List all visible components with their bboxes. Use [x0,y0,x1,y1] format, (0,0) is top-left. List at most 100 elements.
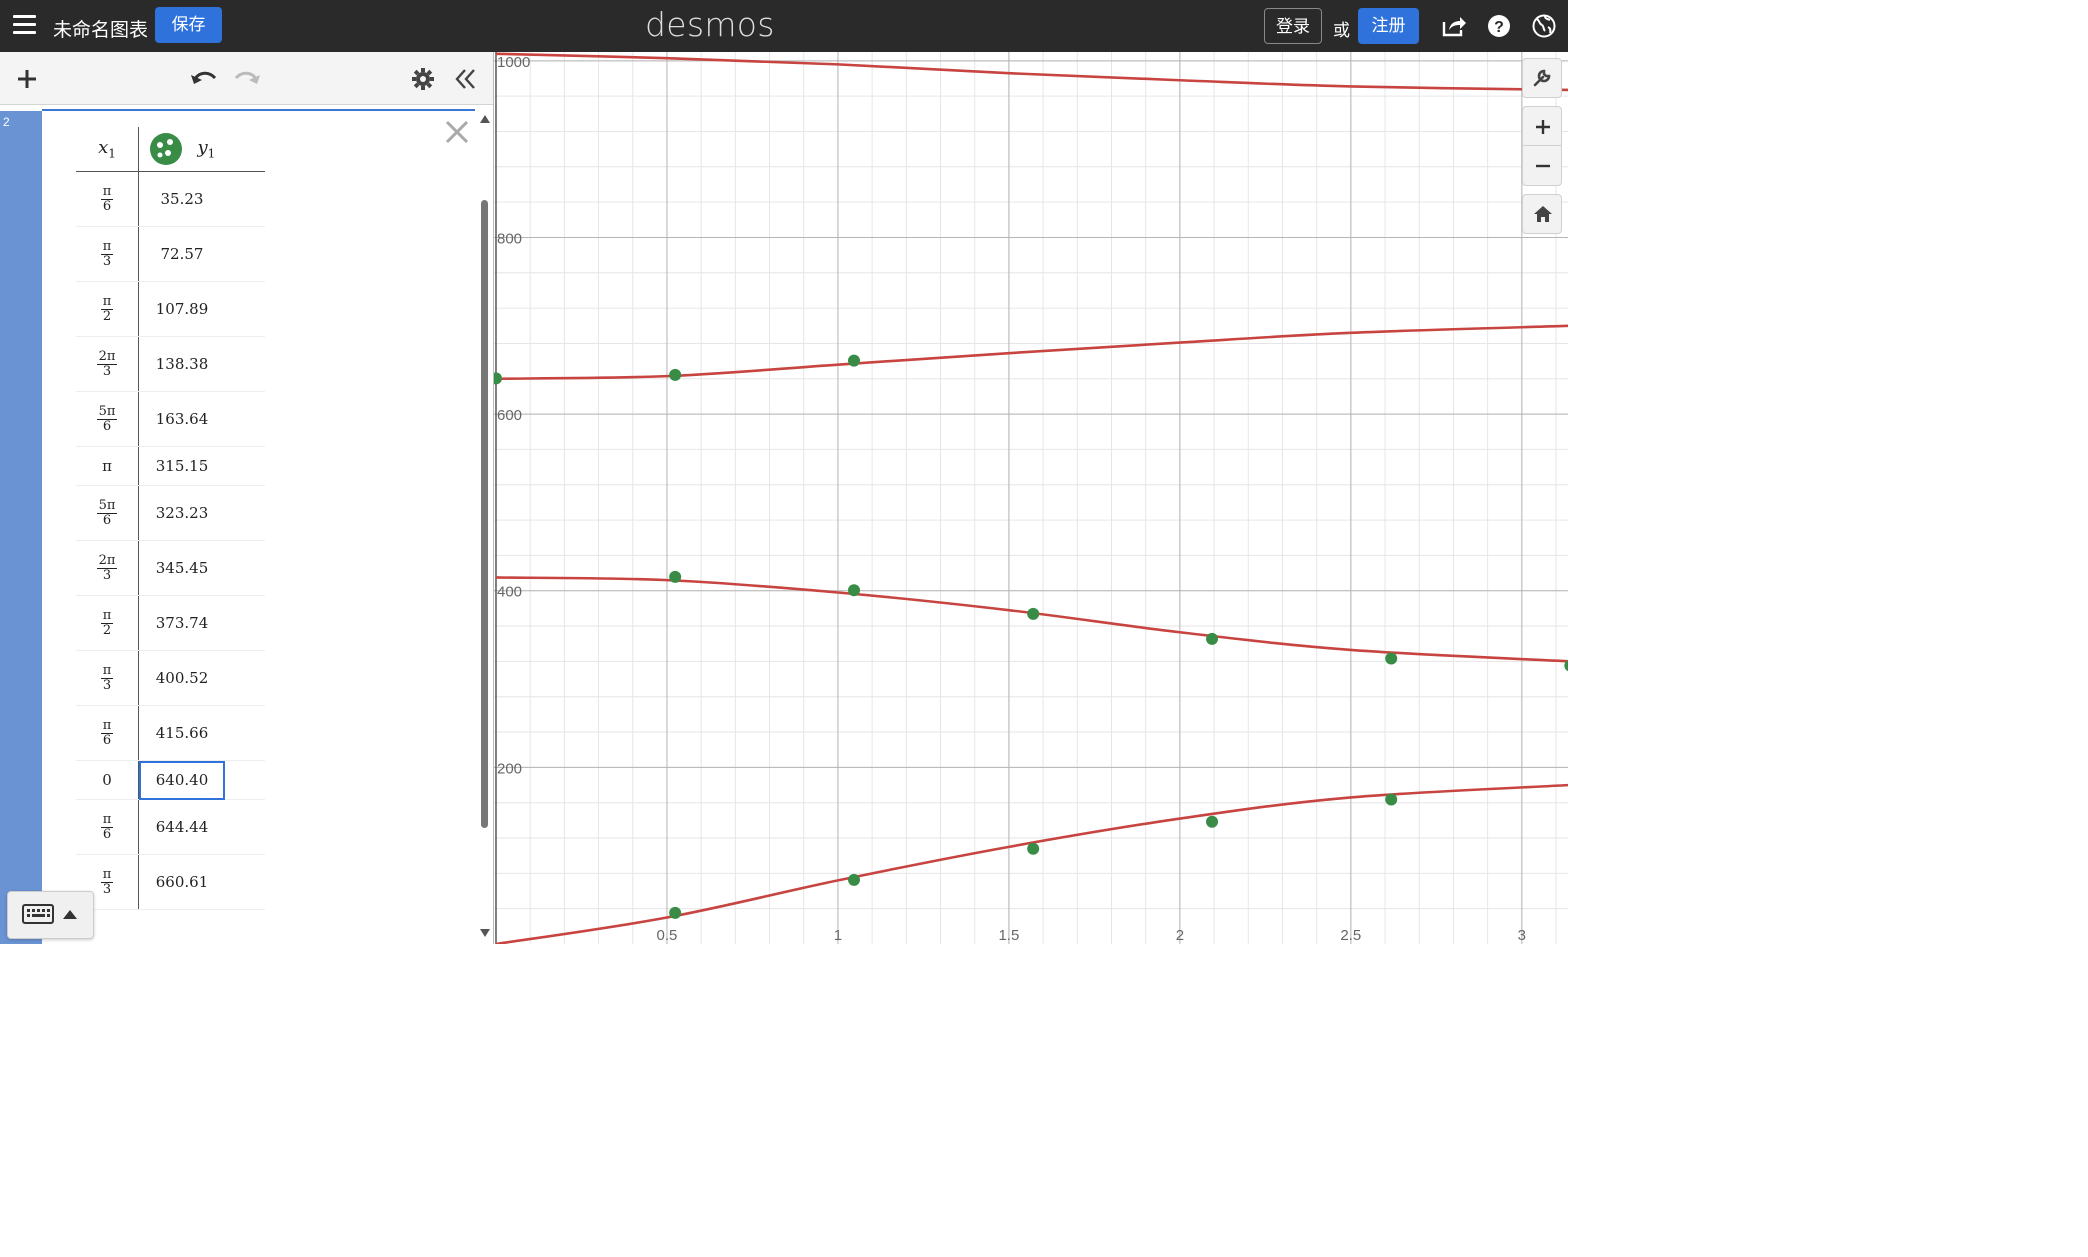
add-icon[interactable] [15,67,39,91]
x-tick-label: 3 [1518,927,1526,944]
table-row: π 6 415.66 [76,705,265,761]
redo-icon[interactable] [233,67,261,89]
data-point [669,368,682,381]
chevron-up-icon [63,910,77,919]
data-point [1385,793,1398,806]
keyboard-toggle-button[interactable] [7,891,94,939]
data-point [494,372,502,385]
table-row: π 6 35.23 [76,171,265,227]
top-bar: 未命名图表 保存 desmos 登录 或 注册 ? [0,0,1568,52]
table-row: π 3 660.61 [76,854,265,910]
y-tick-label: 400 [497,584,522,601]
table-row: π 6 644.44 [76,799,265,855]
collapse-panel-icon[interactable] [455,68,477,90]
y-cell[interactable]: 72.57 [138,226,225,282]
x-cell[interactable]: π [76,446,139,486]
curve-line [495,324,1568,381]
x-tick-label: 1.5 [998,927,1019,944]
table-row: π 3 400.52 [76,650,265,706]
scroll-up-arrow-icon[interactable] [480,115,490,123]
wrench-icon [1533,69,1551,87]
point-style-icon[interactable] [149,132,183,166]
home-icon [1534,206,1552,222]
y-tick-label: 600 [497,407,522,424]
keyboard-icon [22,904,54,924]
settings-gear-icon[interactable] [411,67,435,91]
curve-line [495,52,1568,92]
table-expression[interactable] [42,109,475,946]
login-button[interactable]: 登录 [1264,8,1322,44]
data-point [1027,842,1040,855]
data-point [669,570,682,583]
column-header-x[interactable]: x1 [76,127,139,172]
menu-icon[interactable] [13,15,36,35]
table-header-row: x1 y1 [76,127,265,172]
x-cell[interactable]: 5π 6 [76,391,139,447]
table-row: π 2 373.74 [76,595,265,651]
graph-controls [1522,58,1562,234]
data-point [669,906,682,919]
zoom-out-icon [1536,164,1550,168]
table-row: π 315.15 [76,446,265,486]
data-point [1027,607,1040,620]
x-cell[interactable]: 2π 3 [76,540,139,596]
table-row: 5π 6 163.64 [76,391,265,447]
y-cell[interactable]: 373.74 [138,595,225,651]
y-cell[interactable]: 138.38 [138,336,225,392]
scroll-thumb[interactable] [481,200,488,828]
graph-title[interactable]: 未命名图表 [53,20,149,41]
expression-toolbar [0,52,493,105]
y-cell[interactable]: 644.44 [138,799,225,855]
language-globe-icon[interactable] [1531,13,1557,39]
expression-scrollbar[interactable] [477,113,493,944]
x-cell[interactable]: 2π 3 [76,336,139,392]
data-point [1206,815,1219,828]
x-cell[interactable]: 5π 6 [76,485,139,541]
y-tick-label: 800 [497,230,522,247]
signup-button[interactable]: 注册 [1358,8,1419,44]
desmos-logo: desmos [645,5,775,44]
x-cell[interactable]: 0 [76,760,139,800]
graph-paper[interactable]: 0.5 1 1.5 2 2.5 3 1000 800 600 400 200 [494,52,1568,944]
y-cell[interactable]: 323.23 [138,485,225,541]
or-text: 或 [1333,21,1350,40]
graph-settings-button[interactable] [1522,58,1562,98]
share-icon[interactable] [1440,13,1466,39]
y-cell[interactable]: 660.61 [138,854,225,910]
zoom-out-button[interactable] [1522,146,1562,186]
column-header-y[interactable]: y1 [138,127,225,172]
scroll-down-arrow-icon[interactable] [480,929,490,937]
expression-gutter[interactable]: 2 [0,111,42,944]
help-icon[interactable]: ? [1486,13,1512,39]
y-cell[interactable]: 400.52 [138,650,225,706]
y-cell[interactable]: 345.45 [138,540,225,596]
save-button[interactable]: 保存 [155,7,222,43]
x-tick-label: 2.5 [1340,927,1361,944]
zoom-in-button[interactable] [1522,106,1562,146]
expression-index: 2 [3,115,10,129]
data-point [1564,660,1568,672]
table-row: 2π 3 345.45 [76,540,265,596]
y-cell[interactable]: 107.89 [138,281,225,337]
zoom-in-icon [1536,120,1550,134]
svg-text:?: ? [1494,19,1504,36]
undo-icon[interactable] [190,67,218,89]
x-tick-label: 2 [1176,927,1184,944]
y-cell[interactable]: 640.40 [138,760,225,800]
y-cell[interactable]: 35.23 [138,171,225,227]
data-point [848,584,861,597]
y-cell[interactable]: 415.66 [138,705,225,761]
y-tick-label: 1000 [497,54,530,71]
close-icon[interactable] [444,119,470,145]
default-viewport-button[interactable] [1522,194,1562,234]
y-cell[interactable]: 315.15 [138,446,225,486]
y-cell[interactable]: 163.64 [138,391,225,447]
data-point [1385,652,1398,665]
